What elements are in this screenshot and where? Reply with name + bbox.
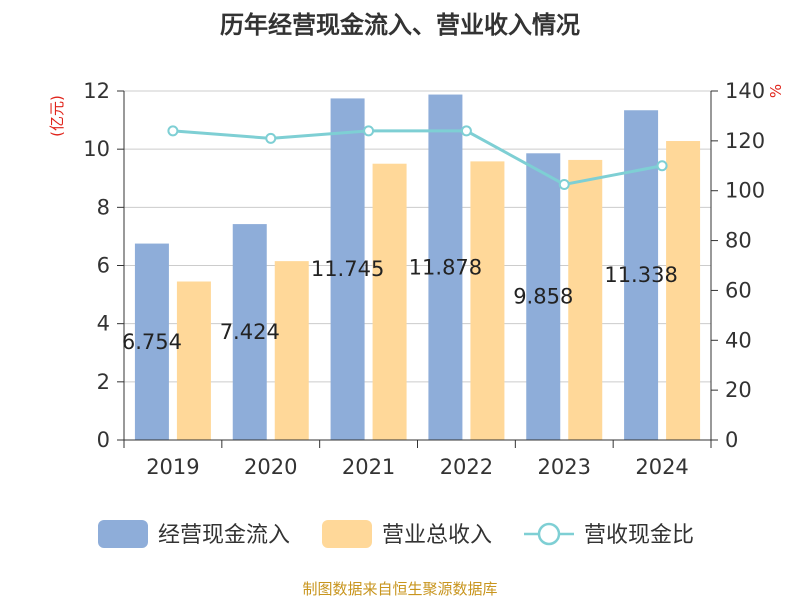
ratio-point bbox=[363, 125, 375, 137]
legend-marker-ratio bbox=[537, 522, 561, 546]
ratio-point bbox=[265, 132, 277, 144]
ratio-point bbox=[167, 125, 179, 137]
right-tick-label: 60 bbox=[725, 278, 752, 302]
x-tick-label: 2023 bbox=[538, 455, 591, 479]
left-tick-label: 8 bbox=[97, 195, 110, 219]
left-tick-label: 10 bbox=[83, 137, 110, 161]
legend-swatch-cash-inflow bbox=[98, 520, 148, 548]
x-tick-label: 2020 bbox=[244, 455, 297, 479]
right-tick-label: 100 bbox=[725, 179, 765, 203]
ratio-point bbox=[656, 160, 668, 172]
right-tick-label: 20 bbox=[725, 378, 752, 402]
bar-cash-inflow bbox=[624, 110, 659, 440]
right-tick-label: 40 bbox=[725, 328, 752, 352]
ratio-point bbox=[460, 125, 472, 137]
bar-cash-inflow bbox=[428, 94, 463, 441]
legend: 经营现金流入 营业总收入 营收现金比 bbox=[98, 520, 694, 548]
data-source-note: 制图数据来自恒生聚源数据库 bbox=[302, 580, 497, 598]
legend-swatch-revenue bbox=[322, 520, 372, 548]
ratio-line-path bbox=[172, 129, 663, 187]
bar-cash-inflow bbox=[330, 98, 365, 440]
bar-revenue bbox=[666, 141, 701, 441]
left-axis-unit: (亿元) bbox=[48, 95, 66, 137]
data-label-cash-inflow: 11.878 bbox=[409, 255, 482, 279]
legend-label-revenue: 营业总收入 bbox=[382, 523, 492, 548]
data-label-cash-inflow: 11.745 bbox=[311, 257, 384, 281]
legend-label-ratio: 营收现金比 bbox=[584, 523, 694, 548]
legend-label-cash-inflow: 经营现金流入 bbox=[158, 523, 290, 548]
bar-revenue bbox=[568, 159, 603, 441]
right-tick-label: 120 bbox=[725, 129, 765, 153]
left-tick-label: 12 bbox=[83, 79, 110, 103]
bar-cash-inflow bbox=[134, 243, 169, 440]
data-label-cash-inflow: 6.754 bbox=[122, 330, 182, 354]
right-tick-label: 140 bbox=[725, 79, 765, 103]
left-tick-label: 0 bbox=[97, 428, 110, 452]
data-label-cash-inflow: 11.338 bbox=[604, 263, 677, 287]
grid-lines bbox=[124, 90, 711, 383]
x-tick-label: 2021 bbox=[342, 455, 395, 479]
x-tick-label: 2019 bbox=[146, 455, 199, 479]
bar-revenue bbox=[372, 163, 407, 441]
data-labels: 6.754 7.424 11.745 11.878 9.858 11.338 bbox=[122, 255, 678, 354]
left-tick-label: 2 bbox=[97, 370, 110, 394]
left-tick-label: 6 bbox=[97, 254, 110, 278]
bar-revenue bbox=[176, 281, 211, 440]
right-tick-label: 0 bbox=[725, 428, 738, 452]
right-tick-label: 80 bbox=[725, 229, 752, 253]
bar-cash-inflow bbox=[526, 153, 561, 440]
x-tick-label: 2022 bbox=[440, 455, 493, 479]
data-label-cash-inflow: 7.424 bbox=[220, 320, 280, 344]
ratio-point bbox=[558, 178, 570, 190]
x-tick-label: 2024 bbox=[635, 455, 688, 479]
ratio-line bbox=[167, 125, 668, 190]
chart-title: 历年经营现金流入、营业收入情况 bbox=[220, 11, 580, 39]
bar-revenue bbox=[470, 161, 505, 441]
bars bbox=[134, 94, 701, 441]
right-axis-unit: % bbox=[767, 84, 785, 98]
data-label-cash-inflow: 9.858 bbox=[513, 285, 573, 309]
bar-revenue bbox=[274, 261, 309, 440]
left-tick-label: 4 bbox=[97, 312, 110, 336]
bar-cash-inflow bbox=[232, 224, 267, 440]
